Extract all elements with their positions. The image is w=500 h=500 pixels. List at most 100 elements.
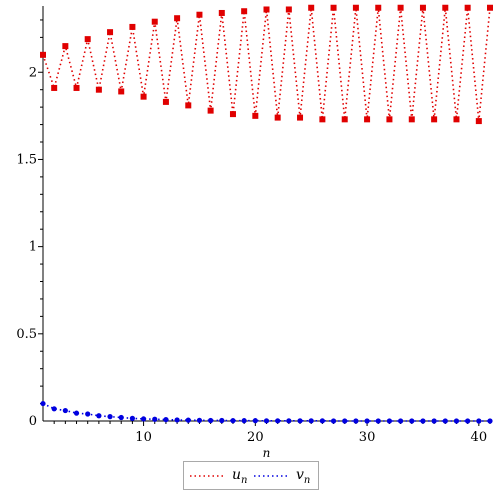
data-point-u <box>73 84 80 91</box>
data-point-v <box>398 418 404 424</box>
series-u <box>40 4 493 125</box>
y-tick-label: 1 <box>29 240 37 255</box>
data-point-v <box>409 418 415 424</box>
data-point-v <box>375 418 381 424</box>
x-tick-label: 10 <box>135 430 152 445</box>
data-point-u <box>185 102 192 109</box>
data-point-u <box>263 6 270 13</box>
data-point-u <box>151 18 158 25</box>
legend-entry-v: vn <box>252 466 316 486</box>
data-point-v <box>275 418 281 424</box>
data-point-u <box>297 114 304 121</box>
data-point-u <box>431 116 438 123</box>
data-point-u <box>464 4 471 11</box>
data-point-u <box>218 9 225 16</box>
data-point-v <box>286 418 292 424</box>
data-point-v <box>96 413 102 419</box>
data-point-u <box>274 114 281 121</box>
data-point-u <box>364 116 371 123</box>
data-point-u <box>352 4 359 11</box>
y-tick-label: 0 <box>29 414 37 429</box>
data-point-u <box>107 29 114 36</box>
data-point-u <box>341 116 348 123</box>
x-tick-label: 30 <box>359 430 376 445</box>
data-point-v <box>85 411 91 417</box>
legend-label-v: vn <box>296 467 311 486</box>
data-point-v <box>185 417 191 423</box>
legend-swatch-u <box>190 475 226 477</box>
data-point-v <box>51 406 57 412</box>
data-point-u <box>241 8 248 15</box>
data-point-u <box>386 116 393 123</box>
data-point-v <box>364 418 370 424</box>
data-point-u <box>229 111 236 118</box>
data-point-v <box>219 417 225 424</box>
data-point-v <box>129 415 135 421</box>
data-point-u <box>140 93 147 100</box>
data-point-u <box>375 4 382 11</box>
data-point-v <box>353 418 359 424</box>
data-point-v <box>330 418 337 424</box>
data-point-u <box>442 4 449 11</box>
data-point-v <box>465 418 471 424</box>
data-point-v <box>431 418 437 424</box>
data-point-u <box>84 36 91 43</box>
y-tick-label: 0.5 <box>16 327 37 342</box>
legend-entry-u: un <box>188 466 252 486</box>
legend-label-u: un <box>232 467 248 486</box>
data-point-u <box>129 23 136 30</box>
data-point-v <box>196 417 203 423</box>
data-point-v <box>152 416 158 422</box>
data-point-v <box>263 418 270 424</box>
data-point-v <box>208 417 214 424</box>
data-point-v <box>118 414 124 421</box>
data-point-v <box>62 407 68 414</box>
data-point-u <box>408 116 415 123</box>
data-point-u <box>308 4 315 11</box>
data-point-v <box>487 418 493 424</box>
data-point-u <box>319 116 326 123</box>
x-tick-label: 40 <box>471 430 488 445</box>
data-point-u <box>252 112 259 119</box>
data-point-v <box>476 418 482 424</box>
data-point-u <box>118 88 125 95</box>
data-point-u <box>196 11 203 18</box>
data-point-v <box>420 418 426 424</box>
data-point-v <box>163 417 169 423</box>
data-point-v <box>73 410 80 416</box>
data-point-u <box>397 4 404 11</box>
data-point-v <box>230 418 236 424</box>
series-line-u <box>42 7 491 122</box>
x-tick-label: 20 <box>247 430 264 445</box>
data-point-v <box>453 418 460 424</box>
y-tick-label: 2 <box>29 65 37 80</box>
data-point-v <box>252 418 258 424</box>
data-point-v <box>319 418 325 424</box>
data-point-v <box>241 418 247 424</box>
legend: un vn <box>183 461 319 490</box>
data-point-v <box>297 418 303 424</box>
data-point-v <box>308 418 314 424</box>
data-point-u <box>174 15 181 22</box>
series-v <box>40 400 493 424</box>
data-point-u <box>95 86 102 93</box>
series-layer <box>40 4 493 424</box>
data-point-u <box>487 4 493 11</box>
data-point-v <box>342 418 348 424</box>
data-point-u <box>285 6 292 13</box>
data-point-v <box>107 414 113 420</box>
data-point-u <box>40 51 46 58</box>
data-point-v <box>174 417 180 423</box>
data-point-u <box>207 107 214 114</box>
legend-swatch-v <box>254 475 290 477</box>
data-point-u <box>51 84 58 91</box>
data-point-v <box>386 418 393 424</box>
axes: 10 20 30 40 0 0.5 1 1.5 2 n <box>16 6 491 460</box>
data-point-u <box>330 4 337 11</box>
data-point-u <box>453 116 460 123</box>
data-point-u <box>475 118 482 125</box>
data-point-v <box>140 416 147 422</box>
data-point-u <box>162 98 169 105</box>
data-point-u <box>419 4 426 11</box>
